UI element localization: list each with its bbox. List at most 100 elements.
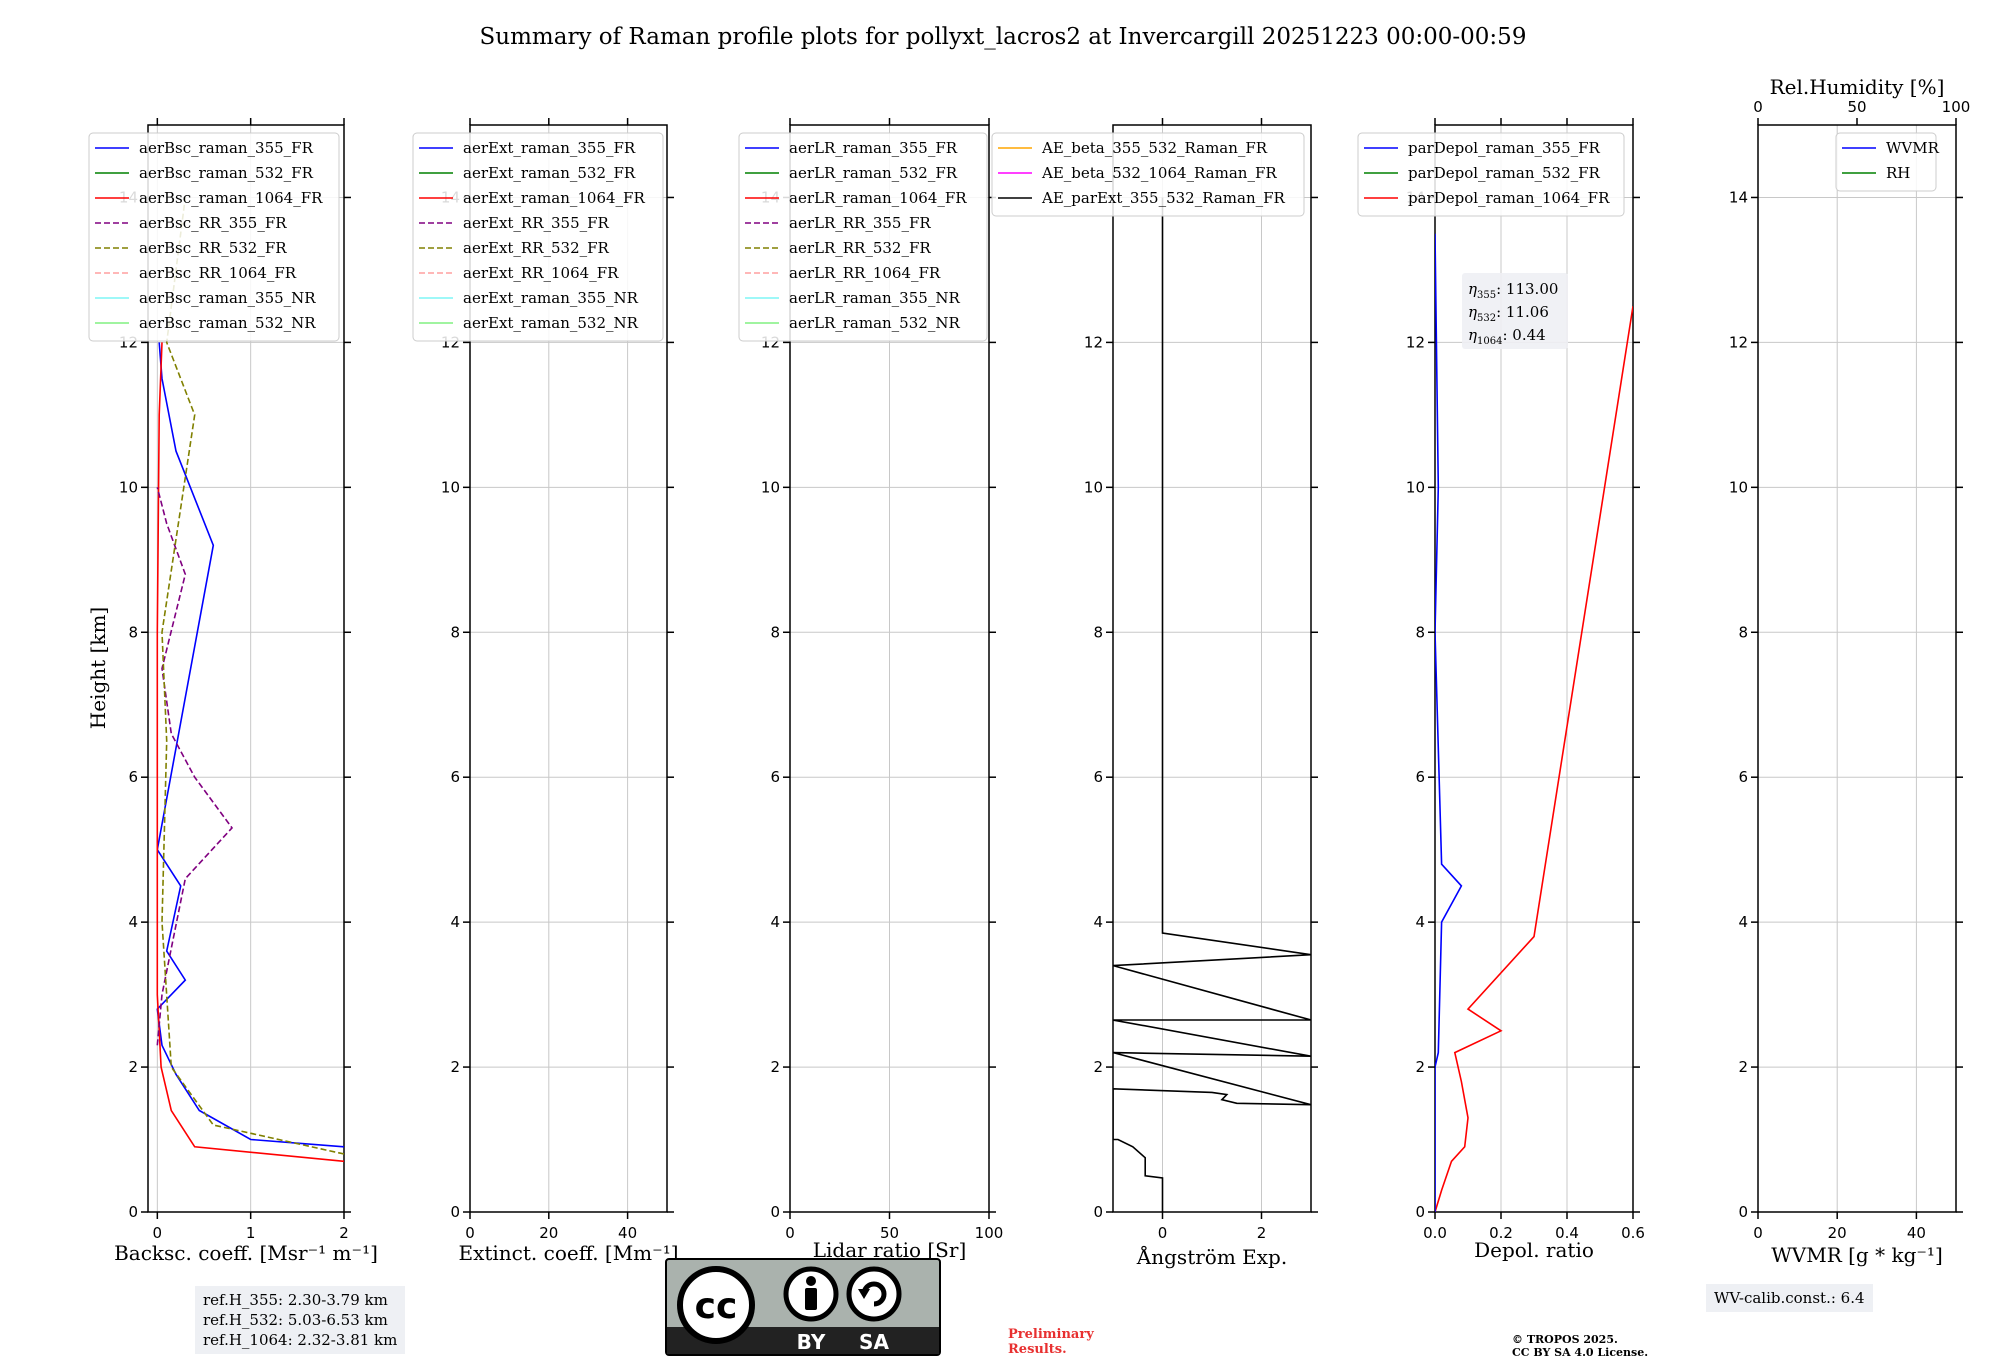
legend-label: aerBsc_raman_355_NR [139,289,316,307]
legend: aerExt_raman_355_FR aerExt_raman_532_FRae… [412,132,664,342]
license-by-label: BY [797,1330,826,1354]
y-tick-label: 4 [128,913,138,931]
series-group [1113,197,1311,1212]
legend-box [412,132,664,342]
axes-frame [1434,124,1634,1213]
axes-frame [469,124,668,1213]
y-tick-label: 8 [128,623,138,641]
axes-frame [1757,124,1957,1213]
preliminary-line-2: Results. [1008,1342,1067,1357]
copyright-note: © TROPOS 2025. CC BY SA 4.0 License. [1512,1333,1648,1359]
legend-box [738,132,988,342]
legend-label: aerExt_raman_532_FR [463,164,636,182]
legend-label: aerExt_RR_355_FR [463,214,610,232]
legend-label: aerExt_RR_532_FR [463,239,610,257]
x2-tick-label: 100 [1942,98,1971,116]
legend-label: aerLR_raman_355_NR [789,289,960,307]
eta-box-bg [1462,273,1568,349]
y-tick-label: 2 [1093,1058,1103,1076]
wv-calib-const: WV-calib.const.: 6.4 [1714,1289,1865,1307]
legend-label: aerLR_raman_532_NR [789,314,960,332]
y-tick-label: 2 [450,1058,460,1076]
legend: parDepol_raman_355_FR parDepol_raman_532_… [1357,132,1625,217]
legend: WVMR RH [1835,132,1940,192]
legend: AE_beta_355_532_Raman_FR AE_beta_532_1064… [991,132,1305,217]
eta-355: η355: 113.00 [1468,280,1558,301]
legend-label: aerLR_RR_532_FR [789,239,931,257]
axes-frame [147,124,345,1213]
y-tick-label: 6 [1415,768,1425,786]
preliminary-note: Preliminary Results. [1008,1327,1094,1357]
cc-logo-text: cc [695,1286,738,1327]
license-sa-label: SA [859,1330,889,1354]
eta-1064: η1064: 0.44 [1468,326,1546,347]
y-tick-label: 6 [1093,768,1103,786]
share-alike-icon [846,1266,902,1322]
legend-label: aerExt_raman_532_NR [463,314,639,332]
legend-label: parDepol_raman_355_FR [1408,139,1601,157]
legend-label: parDepol_raman_1064_FR [1408,189,1610,207]
legend-box [1357,132,1625,217]
legend-label: aerLR_raman_532_FR [789,164,958,182]
legend-label: aerBsc_raman_532_FR [139,164,314,182]
copyright-line-1: © TROPOS 2025. [1512,1333,1618,1346]
x-axis-label: Depol. ratio [1474,1238,1594,1262]
x-tick-label: 0 [465,1224,475,1242]
legend-label: aerExt_raman_355_FR [463,139,636,157]
ref-height-532: ref.H_532: 5.03-6.53 km [203,1311,388,1329]
legend-label: aerLR_RR_1064_FR [789,264,941,282]
legend-box [991,132,1305,217]
y-tick-label: 0 [1415,1203,1425,1221]
grid [1757,125,1956,1213]
reference-height-box: ref.H_355: 2.30-3.79 km ref.H_532: 5.03-… [195,1286,406,1354]
series-line [156,342,344,1148]
y-tick-label: 4 [1415,913,1425,931]
y-tick-label: 8 [1415,623,1425,641]
x-tick-label: 50 [880,1224,899,1242]
legend-label: parDepol_raman_532_FR [1408,164,1601,182]
series-group [1435,233,1633,1212]
y-tick-label: 6 [450,768,460,786]
panel-backscatter: 02468101214012Backsc. coeff. [Msr⁻¹ m⁻¹]… [88,118,378,1265]
legend-label: AE_beta_532_1064_Raman_FR [1041,164,1277,182]
legend-label: aerBsc_RR_532_FR [139,239,287,257]
y-tick-label: 4 [1738,913,1748,931]
y-tick-label: 10 [1729,478,1748,496]
legend-box [88,132,340,342]
x-axis-label: Ångström Exp. [1136,1244,1287,1269]
ref-height-1064: ref.H_1064: 2.32-3.81 km [203,1331,398,1349]
wv-calibration-box: WV-calib.const.: 6.4 [1706,1284,1873,1312]
panel-lidar_ratio: 02468101214050100Lidar ratio [Sr]aerLR_r… [738,118,1004,1262]
y-tick-label: 4 [770,913,780,931]
copyright-line-2: CC BY SA 4.0 License. [1512,1346,1649,1359]
x-tick-label: 0 [1753,1224,1763,1242]
x-tick-label: 0.0 [1423,1224,1447,1242]
figure-title: Summary of Raman profile plots for polly… [480,24,1527,50]
y-tick-label: 8 [1738,623,1748,641]
y-tick-label: 2 [770,1058,780,1076]
series-line [156,487,234,1046]
legend-label: aerLR_RR_355_FR [789,214,931,232]
preliminary-line-1: Preliminary [1008,1327,1094,1342]
x-tick-label: 0.4 [1555,1224,1579,1242]
grid [1113,125,1311,1213]
y-axis-label: Height [km] [86,607,110,729]
legend-label: aerExt_RR_1064_FR [463,264,619,282]
y-tick-label: 2 [1415,1058,1425,1076]
x-tick-label: 20 [539,1224,558,1242]
y-tick-label: 8 [1093,623,1103,641]
legend-label: aerBsc_raman_355_FR [139,139,314,157]
legend-label: AE_beta_355_532_Raman_FR [1041,139,1268,157]
cc-by-sa-badge: cc BY SA [665,1258,941,1356]
legend-label: aerBsc_RR_1064_FR [139,264,297,282]
legend-label: aerBsc_raman_1064_FR [139,189,323,207]
y-tick-label: 4 [1093,913,1103,931]
x-tick-label: 100 [975,1224,1004,1242]
y-tick-label: 8 [450,623,460,641]
x-tick-label: 40 [618,1224,637,1242]
y-tick-label: 10 [1084,478,1103,496]
series-line [1435,306,1633,1212]
y-tick-label: 6 [128,768,138,786]
